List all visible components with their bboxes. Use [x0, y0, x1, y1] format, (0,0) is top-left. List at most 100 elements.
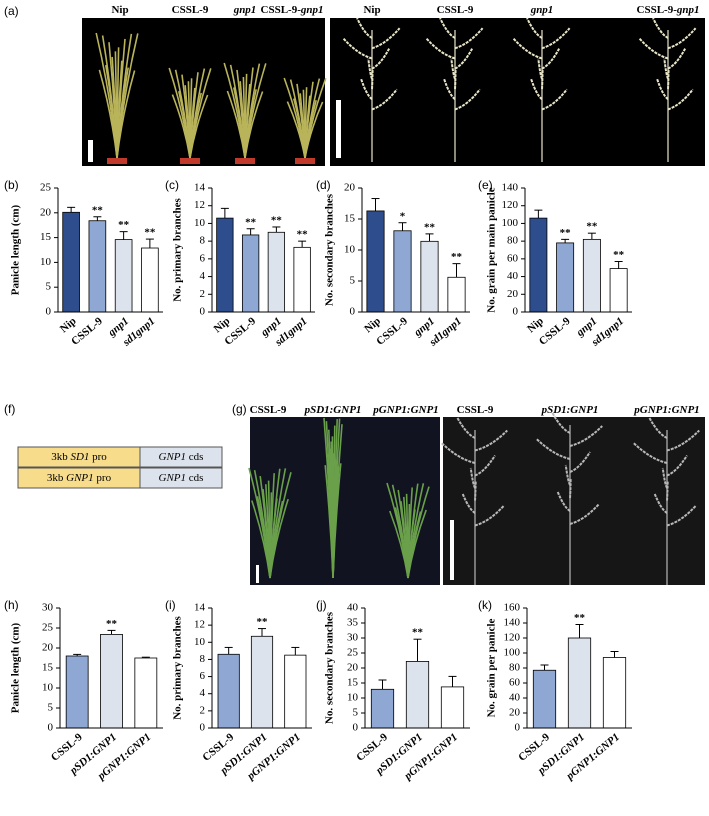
y-tick-label: 10	[194, 217, 206, 229]
panicle-branch	[541, 27, 571, 50]
y-tick-label: 15	[40, 231, 52, 243]
panicle-branch	[474, 454, 496, 477]
pot	[295, 158, 315, 164]
panicle-branch	[551, 412, 571, 434]
bar	[440, 686, 465, 729]
y-tick-label: 5	[48, 702, 54, 714]
y-tick-label: 140	[504, 617, 521, 629]
bar	[582, 238, 601, 313]
photo-label: pSD1:GNP1	[304, 404, 362, 416]
panicle-branch	[439, 17, 456, 39]
y-tick-label: 4	[200, 687, 206, 699]
panicle-branch	[454, 27, 484, 50]
panel-label: (d)	[316, 178, 331, 192]
plant-leaf	[304, 78, 327, 159]
y-tick-label: 14	[194, 602, 206, 614]
bar	[62, 211, 80, 313]
y-tick-label: 80	[509, 662, 521, 674]
y-tick-label: 5	[353, 707, 359, 719]
bar	[293, 246, 311, 313]
bar	[567, 637, 592, 729]
panicle-branch	[454, 48, 473, 70]
y-tick-label: 5	[350, 275, 356, 287]
cds-box	[139, 467, 223, 489]
text-segment: pGNP1:GNP1	[633, 404, 699, 416]
y-tick-label: 0	[353, 722, 359, 734]
photo-label: CSSL-9	[437, 4, 474, 16]
bar	[267, 231, 286, 313]
panicle-branch	[526, 17, 543, 39]
panicle-branch	[541, 68, 544, 90]
y-tick-label: 12	[194, 199, 205, 211]
panicle-branch	[569, 425, 603, 447]
text-segment: CSSL-9-	[261, 4, 302, 16]
y-tick-label: 20	[344, 182, 356, 194]
significance: **	[297, 229, 309, 241]
bar	[420, 240, 439, 313]
panicle-branch	[653, 492, 668, 514]
scale-bar	[256, 565, 259, 583]
panicle-branch	[537, 58, 543, 80]
photo-label: Nip	[111, 4, 128, 16]
text-segment: GNP1	[66, 472, 94, 484]
panicle-branch	[663, 58, 669, 80]
y-tick-label: 20	[347, 662, 359, 674]
y-tick-label: 0	[200, 722, 206, 734]
scale-bar	[450, 520, 454, 580]
text-segment: gnp1	[530, 4, 554, 16]
bar	[602, 657, 627, 729]
photo-label: gnp1	[530, 4, 554, 16]
scale-bar	[88, 140, 93, 162]
y-tick-label: 20	[42, 642, 54, 654]
text-segment: SD1	[70, 451, 89, 463]
panel-label: (h)	[4, 598, 19, 612]
plant-leaf	[407, 486, 430, 579]
y-axis-label: Panicle length (cm)	[10, 204, 22, 295]
panicle-branch	[535, 438, 571, 460]
panicle-branch	[371, 88, 398, 111]
text-segment: 3kb	[51, 451, 70, 463]
text-segment: CSSL-9-	[637, 4, 678, 16]
bar	[217, 653, 240, 729]
significance: *	[400, 210, 406, 222]
y-tick-label: 15	[347, 677, 359, 689]
panicle-branch	[541, 88, 568, 111]
panicle-branch	[667, 27, 697, 50]
bar	[250, 635, 274, 729]
y-tick-label: 20	[40, 206, 52, 218]
photo-label: Nip	[363, 4, 380, 16]
panicle-branch	[371, 48, 390, 70]
x-tick-label: Nip	[362, 315, 383, 335]
significance: **	[613, 249, 625, 261]
text-segment: 3kb	[47, 472, 66, 484]
significance: **	[586, 221, 598, 233]
panicle-branch	[638, 37, 669, 60]
photo-label: CSSL-9	[457, 404, 494, 416]
panicle-branch	[461, 492, 476, 514]
panel-label: (k)	[478, 598, 492, 612]
y-tick-label: 20	[509, 707, 521, 719]
y-tick-label: 100	[502, 217, 519, 229]
y-axis-label: No. primary branches	[172, 197, 184, 301]
text-segment: pro	[89, 451, 107, 463]
text-segment: CSSL-9	[457, 404, 494, 416]
text-segment: GNP1	[159, 472, 187, 484]
panicle-branch	[512, 37, 543, 60]
panel-label: (e)	[478, 178, 493, 192]
panicle-branch	[569, 477, 572, 499]
photo-panicles-g	[443, 417, 705, 585]
y-axis-label: Panicle length (cm)	[10, 622, 22, 713]
panicle-branch	[666, 480, 669, 501]
panicle-branch	[666, 454, 688, 477]
panicle-branch	[342, 37, 373, 60]
y-tick-label: 10	[194, 636, 206, 648]
y-tick-label: 2	[200, 288, 206, 300]
panicle-branch	[632, 442, 668, 464]
bar	[556, 242, 575, 313]
panicle-branch	[440, 442, 476, 464]
significance: **	[271, 215, 283, 227]
text-segment: gnp1	[233, 4, 257, 16]
text-segment: CSSL-9	[437, 4, 474, 16]
panicle-branch	[454, 88, 481, 111]
bar	[141, 247, 159, 313]
